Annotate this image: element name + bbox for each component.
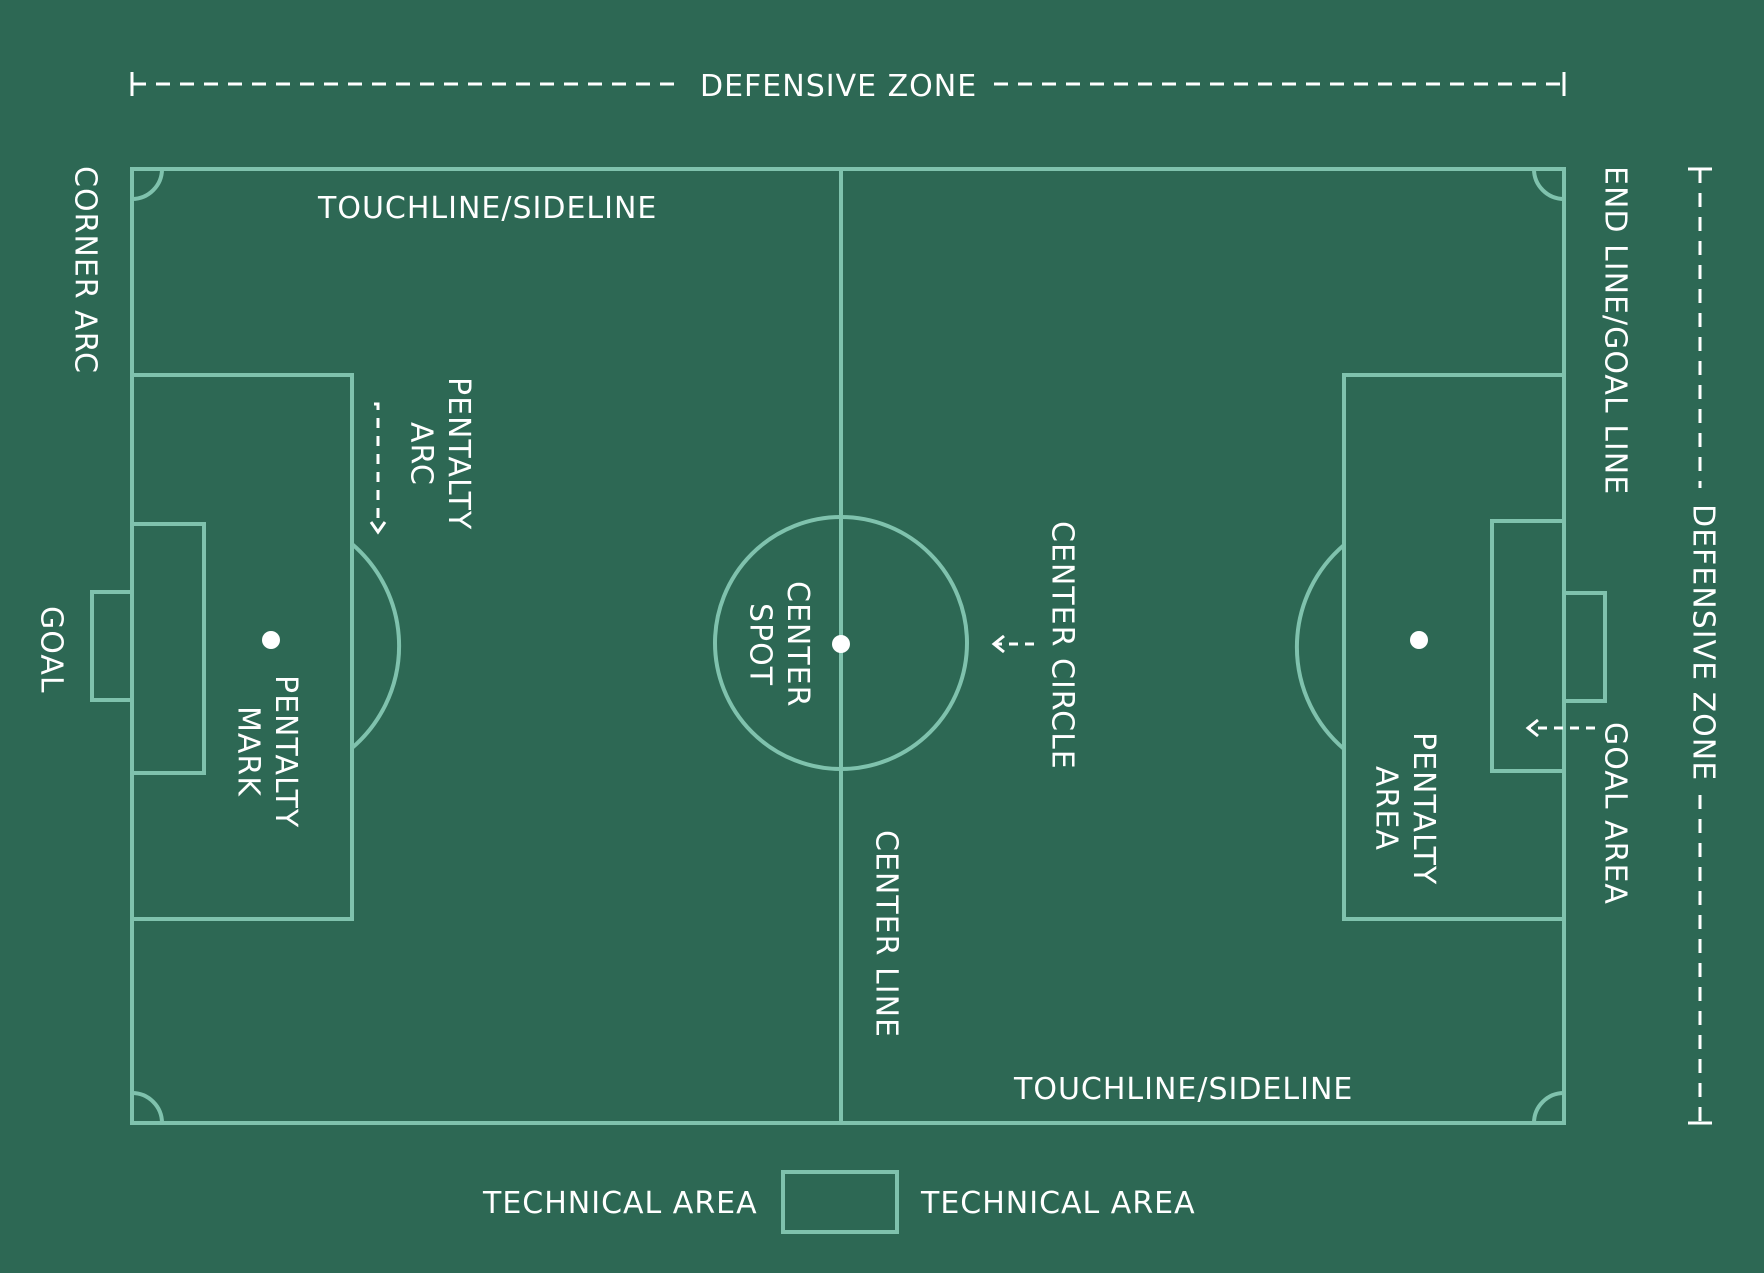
left-goal-area	[130, 522, 206, 775]
defensive-zone-top-label: DEFENSIVE ZONE	[700, 69, 978, 104]
center-circle-pointer-head	[991, 634, 1005, 654]
left-penalty-arc	[350, 542, 402, 750]
penalty-arc-pointer	[374, 402, 380, 526]
corner-arc-bottom-right	[1532, 1091, 1565, 1124]
penalty-mark-label: PENTALTY MARK	[229, 675, 304, 828]
right-penalty-mark	[1410, 631, 1428, 649]
goal-area-pointer-head	[1525, 718, 1539, 738]
goal-label: GOAL	[33, 606, 69, 694]
end-line-label: END LINE/GOAL LINE	[1597, 166, 1633, 496]
left-penalty-area	[130, 373, 354, 921]
corner-arc-label: CORNER ARC	[67, 166, 103, 375]
left-goal	[90, 590, 134, 702]
center-circle-label: CENTER CIRCLE	[1044, 521, 1080, 770]
goal-area-label: GOAL AREA	[1597, 722, 1633, 905]
center-spot-label-line2: SPOT	[742, 602, 778, 686]
penalty-area-label: PENTALTY AREA	[1367, 732, 1442, 885]
center-circle	[713, 515, 969, 771]
corner-arc-top-left	[131, 168, 164, 201]
center-spot	[832, 635, 850, 653]
corner-arc-bottom-left	[131, 1091, 164, 1124]
defensive-zone-right-label: DEFENSIVE ZONE	[1685, 504, 1721, 782]
right-goal	[1562, 591, 1607, 703]
penalty-arc-label-line2: ARC	[403, 421, 439, 486]
penalty-mark-label-line1: PENTALTY	[268, 675, 303, 829]
left-penalty-mark	[262, 631, 280, 649]
penalty-area-label-line2: AREA	[1368, 766, 1404, 852]
technical-area-right-label: TECHNICAL AREA	[921, 1186, 1196, 1221]
penalty-arc-label: PENTALTY ARC	[402, 377, 477, 530]
penalty-arc-label-line1: PENTALTY	[441, 377, 476, 531]
touchline-top-label: TOUCHLINE/SIDELINE	[318, 191, 658, 226]
penalty-area-label-line1: PENTALTY	[1406, 732, 1441, 886]
center-spot-label: CENTER SPOT	[741, 581, 816, 707]
right-penalty-arc	[1294, 543, 1346, 751]
technical-area-box	[781, 1170, 899, 1234]
penalty-mark-label-line2: MARK	[230, 706, 266, 798]
corner-arc-top-right	[1532, 168, 1565, 201]
touchline-bottom-label: TOUCHLINE/SIDELINE	[1014, 1072, 1354, 1107]
center-spot-label-line1: CENTER	[780, 581, 815, 708]
penalty-arc-pointer-head	[369, 521, 387, 535]
right-goal-area	[1490, 519, 1566, 773]
technical-area-left-label: TECHNICAL AREA	[483, 1186, 758, 1221]
center-line-label: CENTER LINE	[868, 830, 904, 1038]
